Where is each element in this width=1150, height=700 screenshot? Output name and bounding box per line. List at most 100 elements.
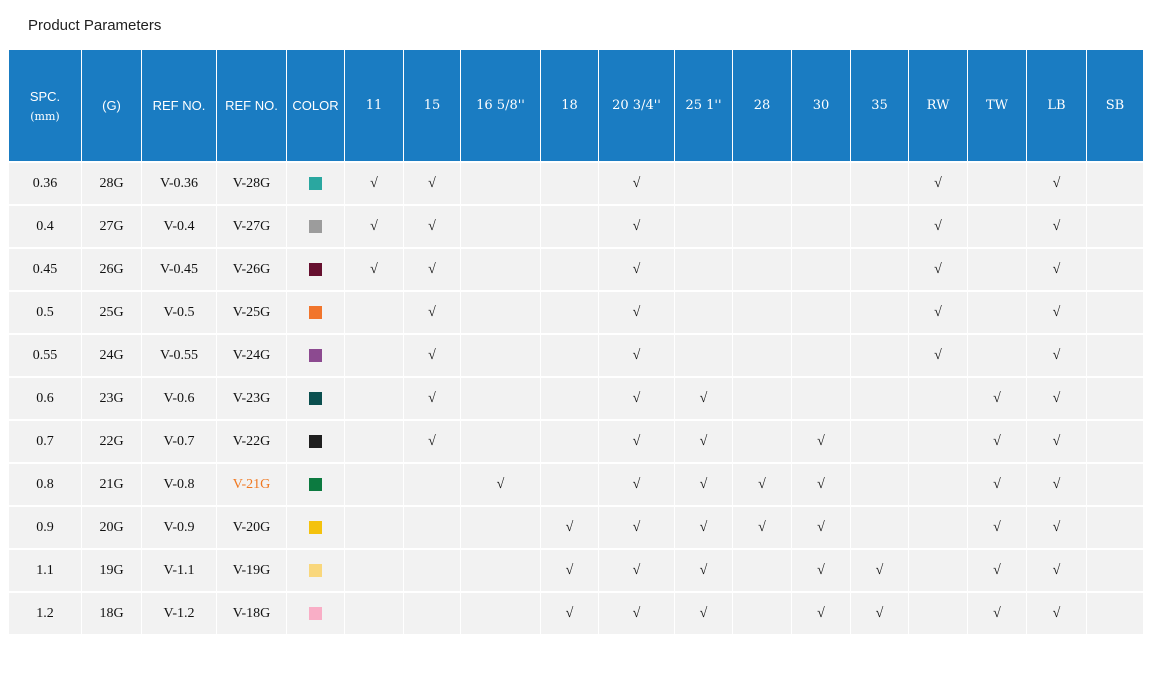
column-header: TW [967,49,1027,163]
ref-no-2-cell: V-23G [216,376,287,421]
check-cell [850,333,909,378]
check-cell [403,462,461,507]
check-cell [967,333,1027,378]
check-cell [908,591,968,636]
color-swatch [309,477,322,491]
column-header: REF NO. [141,49,217,163]
ref-no-cell: V-0.9 [141,505,217,550]
ref-no-2-cell: V-19G [216,548,287,593]
ref-no-cell: V-0.8 [141,462,217,507]
color-swatch [309,520,322,534]
spc-cell: 1.2 [8,591,82,636]
table-row: 1.1 19G V-1.1 V-19G √ √ √ √ √ √ √ [8,548,1144,593]
check-cell [403,548,461,593]
spc-cell: 0.4 [8,204,82,249]
check-cell: √ [598,247,675,292]
column-header: 28 [732,49,792,163]
check-cell: √ [967,376,1027,421]
check-cell [908,505,968,550]
check-cell [1086,333,1144,378]
ref-no-2-cell: V-27G [216,204,287,249]
check-cell: √ [598,290,675,335]
spc-cell: 0.36 [8,161,82,206]
column-header: SPC. (mm) [8,49,82,163]
column-header: 30 [791,49,851,163]
check-cell [540,247,599,292]
check-cell [732,591,792,636]
check-cell [460,548,541,593]
check-cell [850,419,909,464]
check-cell [791,333,851,378]
check-cell [732,333,792,378]
check-cell [460,333,541,378]
check-cell [732,548,792,593]
check-cell: √ [791,548,851,593]
check-cell [460,161,541,206]
check-cell [732,290,792,335]
check-cell [732,247,792,292]
check-cell: √ [598,462,675,507]
check-cell: √ [540,548,599,593]
check-cell [540,462,599,507]
check-cell: √ [598,419,675,464]
check-cell [344,376,404,421]
column-header: (G) [81,49,142,163]
check-cell: √ [403,376,461,421]
check-cell: √ [732,462,792,507]
ref-no-cell: V-1.1 [141,548,217,593]
check-cell: √ [1026,462,1087,507]
spc-cell: 1.1 [8,548,82,593]
check-cell [732,204,792,249]
color-swatch-cell [286,247,345,292]
color-swatch [309,563,322,577]
check-cell: √ [598,505,675,550]
check-cell [791,376,851,421]
product-parameters-table: SPC. (mm) (G) REF NO. REF NO. COLOR 11 15 16 5/8… [8,49,1144,636]
check-cell [344,462,404,507]
check-cell [1086,290,1144,335]
table-row: 0.36 28G V-0.36 V-28G √ √ √ √ √ [8,161,1144,206]
spc-cell: 0.8 [8,462,82,507]
check-cell [540,290,599,335]
check-cell [791,290,851,335]
check-cell [967,290,1027,335]
column-header: SB [1086,49,1144,163]
check-cell [1086,548,1144,593]
check-cell: √ [598,376,675,421]
check-cell: √ [674,419,733,464]
check-cell: √ [598,204,675,249]
check-cell [460,290,541,335]
check-cell [850,290,909,335]
color-swatch-cell [286,376,345,421]
check-cell: √ [598,161,675,206]
column-header: 18 [540,49,599,163]
gauge-cell: 20G [81,505,142,550]
color-swatch-cell [286,419,345,464]
check-cell [460,419,541,464]
check-cell [1086,204,1144,249]
gauge-cell: 24G [81,333,142,378]
color-swatch-cell [286,290,345,335]
check-cell [850,376,909,421]
gauge-cell: 22G [81,419,142,464]
check-cell [403,505,461,550]
check-cell: √ [403,333,461,378]
check-cell [791,247,851,292]
table-row: 1.2 18G V-1.2 V-18G √ √ √ √ √ √ √ [8,591,1144,636]
table-body: 0.36 28G V-0.36 V-28G √ √ √ √ √ 0.4 27G V-0.4 V-27G √… [8,161,1144,636]
check-cell: √ [967,548,1027,593]
gauge-cell: 26G [81,247,142,292]
gauge-cell: 19G [81,548,142,593]
check-cell: √ [732,505,792,550]
check-cell [460,505,541,550]
table-header: SPC. (mm) (G) REF NO. REF NO. COLOR 11 15 16 5/8… [8,49,1144,163]
ref-no-cell: V-0.45 [141,247,217,292]
check-cell [967,161,1027,206]
table-row: 0.6 23G V-0.6 V-23G √ √ √ √ √ [8,376,1144,421]
check-cell [850,204,909,249]
check-cell: √ [674,462,733,507]
check-cell [908,548,968,593]
check-cell: √ [1026,247,1087,292]
ref-no-cell: V-1.2 [141,591,217,636]
spc-cell: 0.6 [8,376,82,421]
